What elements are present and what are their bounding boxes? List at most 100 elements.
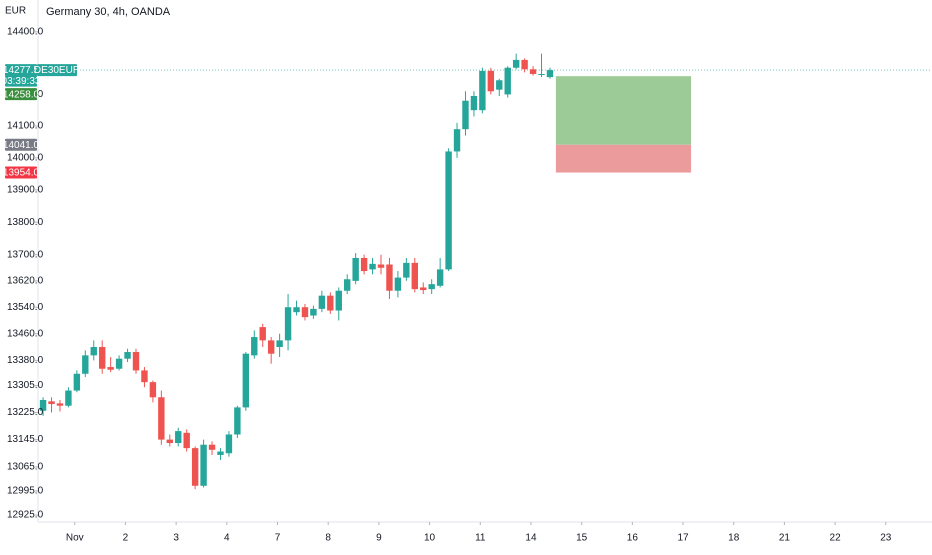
- candle-body: [115, 358, 123, 369]
- candle-body: [48, 401, 55, 405]
- axes: 14400.014200.014100.014000.013900.013800…: [7, 27, 892, 544]
- candle-body: [436, 269, 444, 286]
- candle-body: [73, 373, 81, 391]
- last-price-badge-bg: [5, 64, 37, 77]
- entry-badge-bg: [5, 138, 37, 151]
- candle-body: [132, 352, 140, 371]
- candle-body: [208, 444, 216, 450]
- symbol-badge-bg: [37, 64, 77, 77]
- candle-body: [293, 307, 300, 313]
- candle-body: [521, 59, 528, 70]
- x-tick-label: 18: [728, 533, 740, 544]
- target-badge: 14258.0: [3, 88, 40, 100]
- candle-body: [158, 397, 165, 440]
- candle-body: [496, 80, 503, 90]
- candle-body: [445, 151, 452, 270]
- candle-body: [420, 287, 427, 291]
- candle-body: [377, 264, 385, 268]
- candle-body: [200, 444, 207, 486]
- candle-body: [504, 67, 511, 95]
- candle-body: [411, 262, 418, 290]
- candle-body: [234, 407, 241, 435]
- countdown-badge: 03:39:33: [2, 75, 41, 87]
- x-tick-label: 8: [325, 533, 331, 544]
- x-tick-label: 15: [576, 533, 588, 544]
- profit-zone: [555, 76, 692, 145]
- y-tick-label: 13900.0: [7, 185, 44, 196]
- candle-body: [546, 70, 554, 78]
- plot: [38, 53, 932, 490]
- y-tick-label: 13145.0: [7, 434, 44, 445]
- candle-body: [267, 340, 275, 354]
- x-tick-label: 4: [224, 533, 230, 544]
- candle-body: [479, 70, 486, 111]
- candle-body: [166, 439, 173, 444]
- candle-body: [56, 403, 64, 406]
- candle-body: [462, 100, 469, 130]
- candle-body: [99, 347, 106, 369]
- candle-body: [39, 399, 47, 411]
- candle-body: [276, 340, 283, 348]
- x-tick-label: Nov: [66, 533, 84, 544]
- currency: EUR: [5, 6, 26, 17]
- countdown-badge-bg: [5, 75, 37, 87]
- candle-body: [124, 352, 131, 359]
- candle-body: [259, 327, 266, 341]
- entry-badge-text: 14041.0: [3, 140, 40, 151]
- y-tick-label: 13225.0: [7, 407, 44, 418]
- candle-body: [512, 59, 520, 68]
- x-tick-label: 16: [627, 533, 639, 544]
- candle-body: [217, 451, 224, 455]
- candle-body: [428, 284, 435, 290]
- symbol-badge: DE30EUR: [34, 64, 80, 76]
- stop-badge: 13954.0: [3, 166, 40, 179]
- x-tick-label: 11: [475, 533, 486, 544]
- y-tick-label: 13620.0: [7, 276, 44, 287]
- x-tick-label: 17: [677, 533, 689, 544]
- candle-body: [453, 129, 461, 152]
- y-tick-label: 13380.0: [7, 355, 44, 366]
- target-badge-text: 14258.0: [3, 89, 40, 100]
- x-tick-label: 21: [779, 533, 791, 544]
- y-tick-label: 12995.0: [7, 486, 44, 497]
- candle-body: [487, 70, 495, 92]
- candle-body: [318, 295, 326, 309]
- candle-body: [386, 264, 393, 291]
- y-tick-label: 14100.0: [7, 121, 44, 132]
- x-tick-label: 10: [424, 533, 436, 544]
- chart-title: Germany 30, 4h, OANDA: [46, 6, 171, 18]
- candle-body: [183, 432, 190, 449]
- candle-body: [191, 448, 199, 486]
- candle-body: [141, 370, 148, 383]
- candle-body: [403, 262, 410, 278]
- symbol-badge-text: DE30EUR: [34, 65, 80, 76]
- last-price-badge-text: 14277.5: [3, 65, 40, 76]
- x-tick-label: 7: [275, 533, 281, 544]
- candle-body: [352, 257, 359, 281]
- y-tick-label: 13065.0: [7, 462, 44, 473]
- candle-body: [310, 308, 317, 316]
- candle-body: [284, 307, 292, 341]
- loss-zone: [555, 144, 692, 173]
- x-tick-label: 23: [880, 533, 892, 544]
- y-tick-label: 13305.0: [7, 380, 44, 391]
- candle-body: [369, 263, 376, 270]
- candle-body: [470, 95, 478, 111]
- y-tick-label: 14400.0: [7, 27, 44, 38]
- x-tick-label: 14: [525, 533, 537, 544]
- candle-body: [538, 73, 545, 75]
- candle-body: [242, 353, 250, 408]
- candle-body: [394, 277, 402, 291]
- y-tick-label: 14000.0: [7, 152, 44, 163]
- stop-badge-bg: [5, 166, 37, 179]
- stop-badge-text: 13954.0: [3, 168, 40, 179]
- x-tick-label: 9: [376, 533, 382, 544]
- target-badge-bg: [5, 88, 37, 101]
- candle-body: [360, 257, 368, 272]
- candle-body: [90, 347, 97, 356]
- y-tick-label: 13700.0: [7, 249, 44, 260]
